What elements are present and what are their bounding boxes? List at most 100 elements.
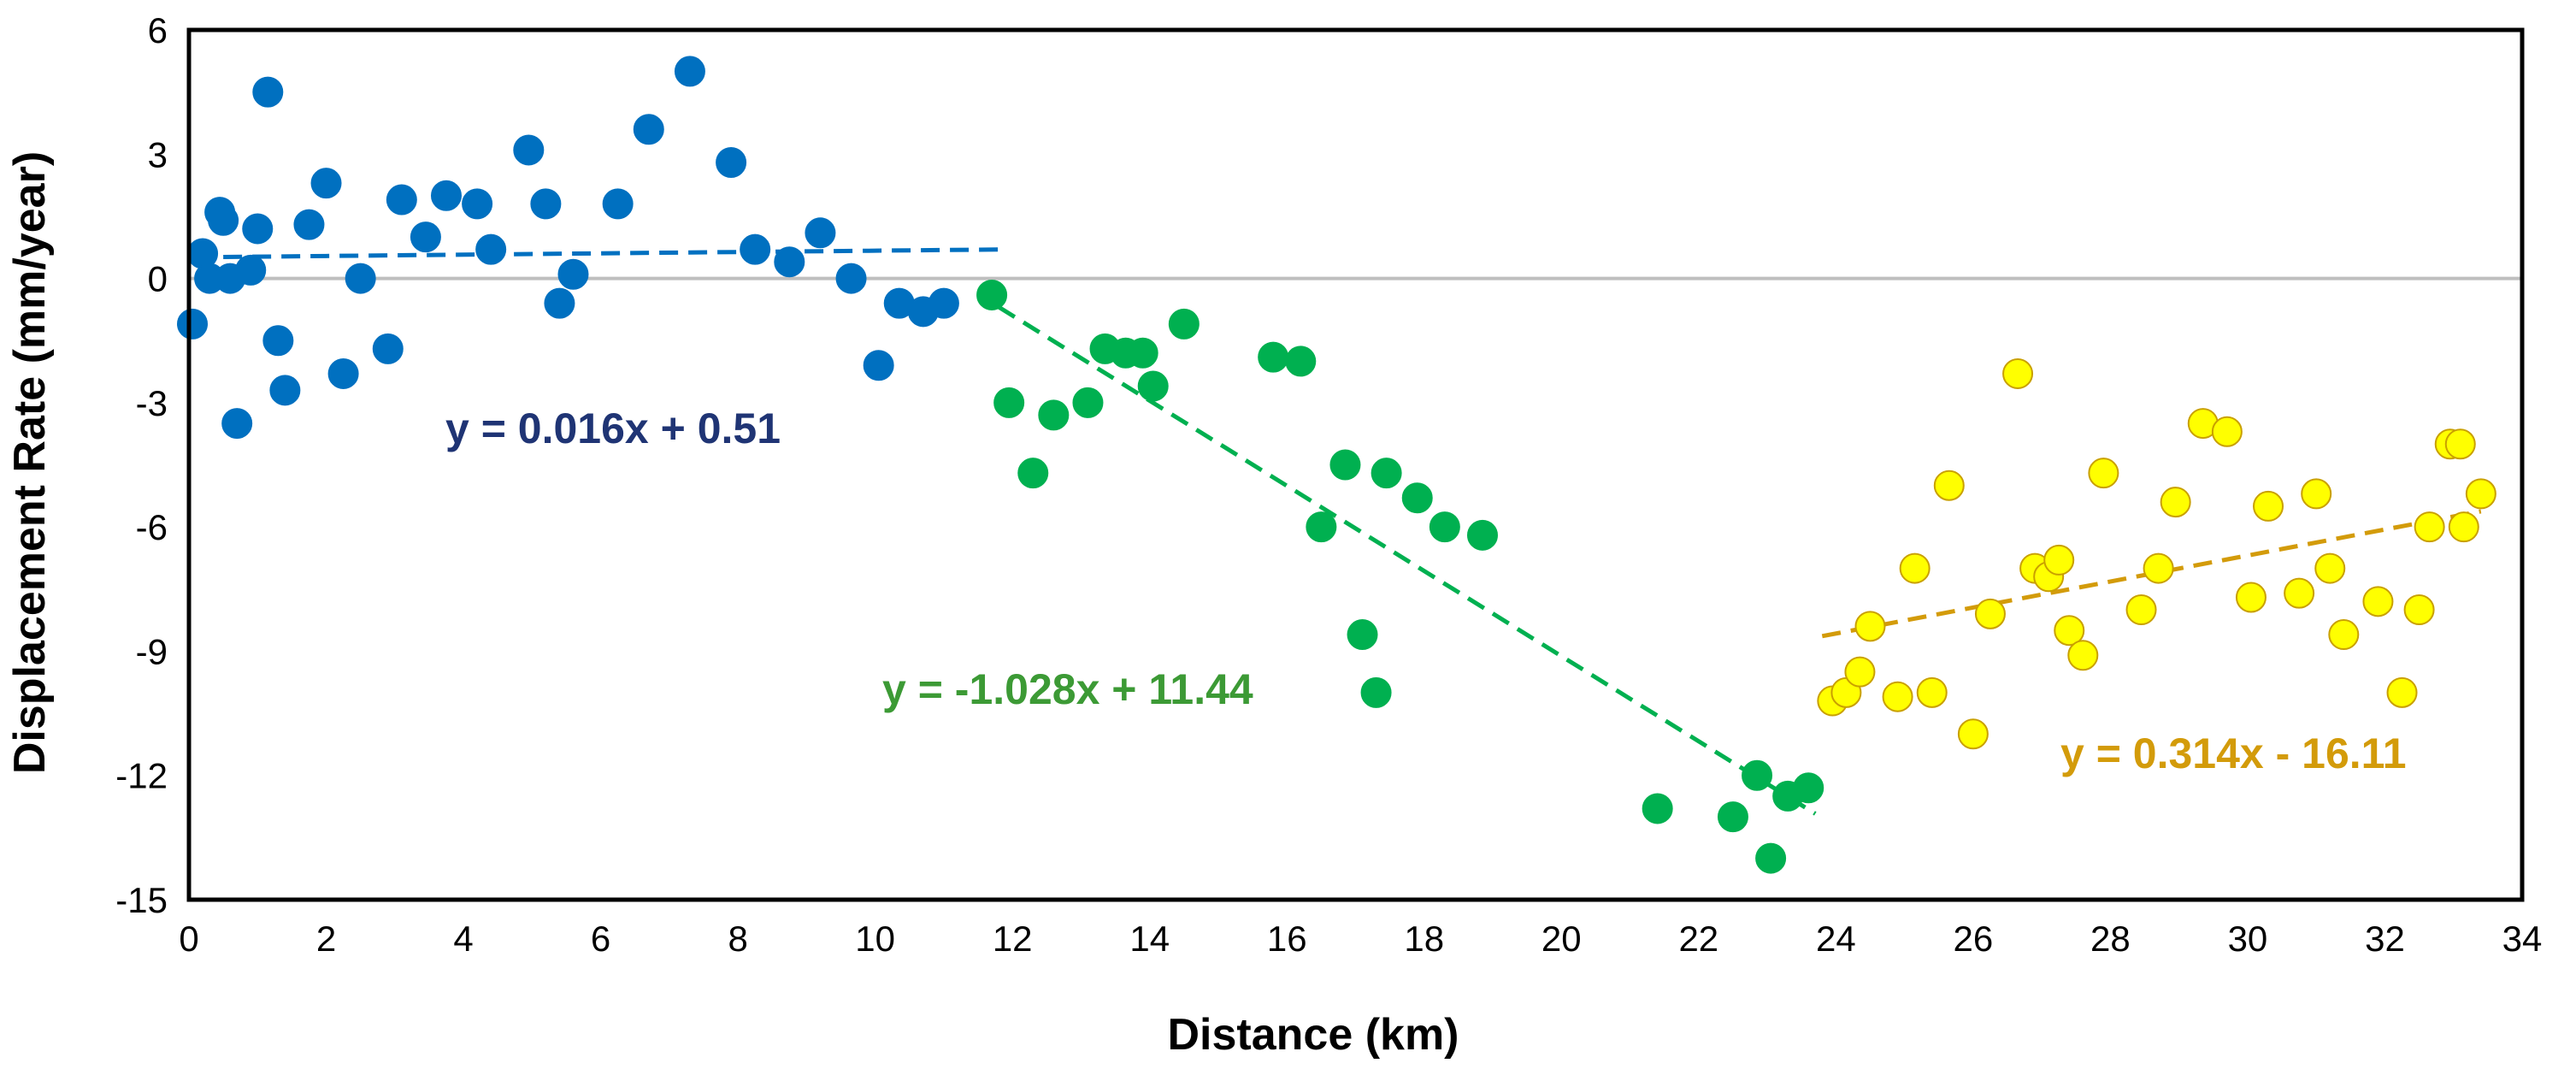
data-point-segment-2 [1072, 387, 1104, 418]
x-tick-label: 24 [1816, 918, 1856, 959]
data-point-segment-2 [1371, 458, 1402, 489]
x-tick-label: 8 [728, 918, 747, 959]
data-point-segment-2 [1742, 759, 1773, 791]
trendline-segment-2 [997, 304, 1817, 816]
data-point-segment-1 [805, 217, 836, 249]
data-point-segment-1 [262, 325, 294, 357]
data-point-segment-1 [177, 308, 209, 340]
data-point-segment-1 [557, 258, 589, 290]
y-axis-title: Displacement Rate (mm/year) [5, 151, 55, 774]
x-tick-label: 16 [1267, 918, 1307, 959]
data-point-segment-3 [1957, 718, 1989, 750]
data-point-segment-1 [252, 76, 284, 108]
y-tick-label: -12 [115, 756, 168, 796]
data-point-segment-2 [1642, 793, 1673, 824]
x-tick-label: 4 [453, 918, 473, 959]
data-point-segment-1 [462, 188, 493, 220]
data-point-segment-3 [2143, 552, 2174, 584]
y-tick-label: 6 [148, 10, 168, 50]
data-point-segment-1 [716, 146, 747, 178]
data-point-segment-1 [310, 168, 342, 199]
y-tick-label: -9 [136, 631, 168, 671]
data-point-segment-1 [293, 209, 325, 240]
data-point-segment-3 [2414, 511, 2445, 543]
x-tick-label: 14 [1129, 918, 1170, 959]
y-tick-label: -3 [136, 383, 168, 423]
data-point-segment-1 [386, 184, 417, 216]
x-axis-title: Distance (km) [1168, 1010, 1459, 1060]
data-point-segment-1 [410, 221, 441, 253]
data-point-segment-1 [602, 188, 634, 220]
data-point-segment-1 [345, 263, 376, 294]
data-point-segment-2 [1793, 772, 1824, 804]
data-point-segment-2 [1347, 619, 1378, 651]
data-point-segment-1 [327, 357, 359, 389]
x-tick-label: 2 [316, 918, 336, 959]
data-point-segment-2 [1127, 337, 1158, 369]
y-tick-label: -15 [115, 880, 168, 920]
trendline-segment-1 [223, 247, 999, 259]
x-tick-label: 6 [591, 918, 610, 959]
data-point-segment-3 [1933, 470, 1965, 501]
data-point-segment-3 [2448, 511, 2479, 543]
data-point-segment-1 [740, 233, 771, 265]
x-tick-label: 30 [2228, 918, 2268, 959]
data-point-segment-1 [269, 375, 301, 406]
data-point-segment-3 [2444, 428, 2476, 460]
data-point-segment-1 [208, 204, 239, 236]
data-point-segment-3 [1854, 611, 1886, 642]
x-tick-label: 22 [1678, 918, 1718, 959]
data-point-segment-3 [2301, 478, 2332, 510]
data-point-segment-2 [1306, 511, 1337, 543]
data-point-segment-2 [1137, 370, 1169, 402]
data-point-segment-2 [1360, 676, 1392, 708]
data-point-segment-1 [774, 246, 805, 278]
x-tick-label: 26 [1954, 918, 1994, 959]
x-tick-label: 28 [2090, 918, 2131, 959]
data-point-segment-2 [1258, 341, 1289, 373]
data-point-segment-2 [976, 279, 1008, 310]
data-point-segment-3 [2362, 586, 2394, 617]
data-point-segment-1 [513, 134, 545, 166]
data-point-segment-2 [1038, 399, 1070, 431]
data-point-segment-1 [221, 408, 253, 440]
data-point-segment-3 [1844, 656, 1876, 688]
y-tick-label: 3 [148, 134, 168, 174]
data-point-segment-1 [544, 287, 575, 319]
y-tick-label: 0 [148, 259, 168, 299]
data-point-segment-3 [2235, 582, 2267, 613]
data-point-segment-3 [2328, 619, 2360, 651]
data-point-segment-3 [2160, 487, 2191, 518]
data-point-segment-3 [2465, 478, 2496, 510]
data-point-segment-1 [863, 350, 894, 381]
data-point-segment-1 [835, 263, 867, 294]
x-tick-label: 20 [1541, 918, 1582, 959]
equation-segment-3: y = 0.314x - 16.11 [2060, 729, 2407, 777]
data-point-segment-2 [993, 387, 1025, 418]
data-point-segment-3 [2125, 594, 2157, 625]
data-point-segment-1 [475, 233, 507, 265]
data-point-segment-2 [1755, 842, 1787, 874]
data-point-segment-2 [1401, 482, 1433, 514]
data-point-segment-2 [1717, 801, 1748, 833]
equation-segment-2: y = -1.028x + 11.44 [882, 665, 1253, 713]
x-tick-label: 10 [855, 918, 895, 959]
data-point-segment-3 [2386, 676, 2418, 708]
x-tick-label: 34 [2502, 918, 2543, 959]
plot-area-frame [186, 27, 2525, 902]
x-tick-label: 0 [179, 918, 198, 959]
data-point-segment-1 [928, 287, 959, 319]
data-point-segment-3 [2284, 577, 2315, 609]
data-point-segment-1 [372, 333, 404, 364]
equation-segment-1: y = 0.016x + 0.51 [445, 405, 781, 452]
data-point-segment-2 [1017, 458, 1049, 489]
data-point-segment-3 [2043, 544, 2075, 576]
data-point-segment-3 [1899, 552, 1931, 584]
data-point-layer [177, 56, 2496, 874]
data-point-segment-3 [2054, 615, 2085, 647]
data-point-segment-3 [1974, 598, 2006, 629]
data-point-segment-3 [2002, 357, 2034, 389]
data-point-segment-3 [1916, 676, 1948, 708]
data-point-segment-1 [430, 180, 462, 211]
